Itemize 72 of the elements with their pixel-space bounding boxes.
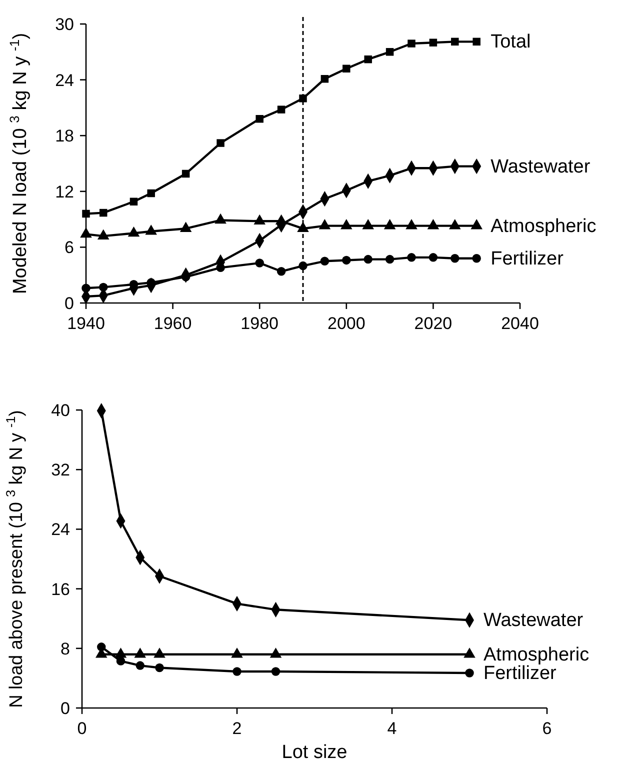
point [276, 267, 286, 276]
point [451, 38, 459, 46]
point [342, 64, 350, 73]
y-tick-label: 0 [64, 294, 74, 313]
y-tick-label: 8 [60, 639, 70, 658]
point [386, 48, 394, 56]
y-tick-label: 16 [51, 580, 70, 599]
point [270, 648, 282, 658]
x-tick-label: 1960 [154, 314, 192, 333]
y-tick-label: 30 [55, 15, 74, 34]
point [271, 667, 280, 676]
point [472, 38, 480, 46]
point [364, 55, 372, 64]
point [136, 661, 144, 670]
point [450, 254, 460, 263]
point [255, 258, 264, 268]
series-label: Atmospheric [490, 216, 596, 237]
y-tick-label: 40 [51, 401, 70, 420]
point [320, 256, 330, 266]
y-tick-label: 24 [55, 70, 74, 90]
point [134, 648, 146, 658]
point [428, 253, 438, 262]
point [299, 94, 307, 102]
y-tick-label: 24 [51, 520, 70, 540]
x-tick-label: 1940 [67, 314, 105, 333]
point [116, 656, 126, 666]
point [216, 139, 224, 147]
point [472, 254, 481, 263]
point [130, 198, 138, 206]
point [364, 254, 372, 264]
point [99, 208, 108, 217]
point [342, 256, 351, 265]
point [97, 642, 106, 652]
x-tick-label: 2020 [414, 314, 452, 333]
point [320, 74, 329, 83]
x-tick-label: 2000 [327, 314, 366, 333]
series-label: Wastewater [484, 610, 584, 632]
point [98, 282, 108, 292]
point [82, 284, 90, 292]
point [464, 648, 476, 658]
series-label: Wastewater [490, 156, 591, 178]
y-tick-label: 12 [55, 182, 74, 202]
point [155, 663, 164, 672]
point [407, 253, 416, 262]
point [465, 668, 474, 678]
x-tick-label: 6 [542, 719, 552, 738]
x-tick-label: 2 [232, 719, 242, 738]
point [82, 210, 90, 218]
point [147, 189, 155, 198]
point [114, 648, 127, 658]
point [232, 667, 242, 676]
point [385, 254, 394, 264]
point [154, 648, 166, 658]
point [408, 40, 416, 48]
y-tick-label: 6 [64, 238, 74, 258]
point [182, 170, 190, 178]
x-tick-label: 0 [77, 719, 87, 738]
x-tick-label: 2040 [501, 314, 539, 333]
y-tick-label: 32 [51, 460, 70, 480]
point [256, 114, 264, 123]
y-tick-label: 0 [60, 699, 70, 718]
point [231, 648, 243, 658]
series-label: Atmospheric [484, 644, 590, 666]
x-tick-label: 4 [387, 719, 397, 738]
point [298, 261, 308, 270]
x-axis-title: Lot size [282, 742, 348, 763]
point [277, 106, 286, 114]
point [429, 38, 438, 46]
y-tick-label: 18 [55, 126, 74, 146]
series-label: Total [490, 32, 531, 53]
x-tick-label: 1980 [240, 314, 279, 333]
series-label: Fertilizer [490, 248, 564, 270]
